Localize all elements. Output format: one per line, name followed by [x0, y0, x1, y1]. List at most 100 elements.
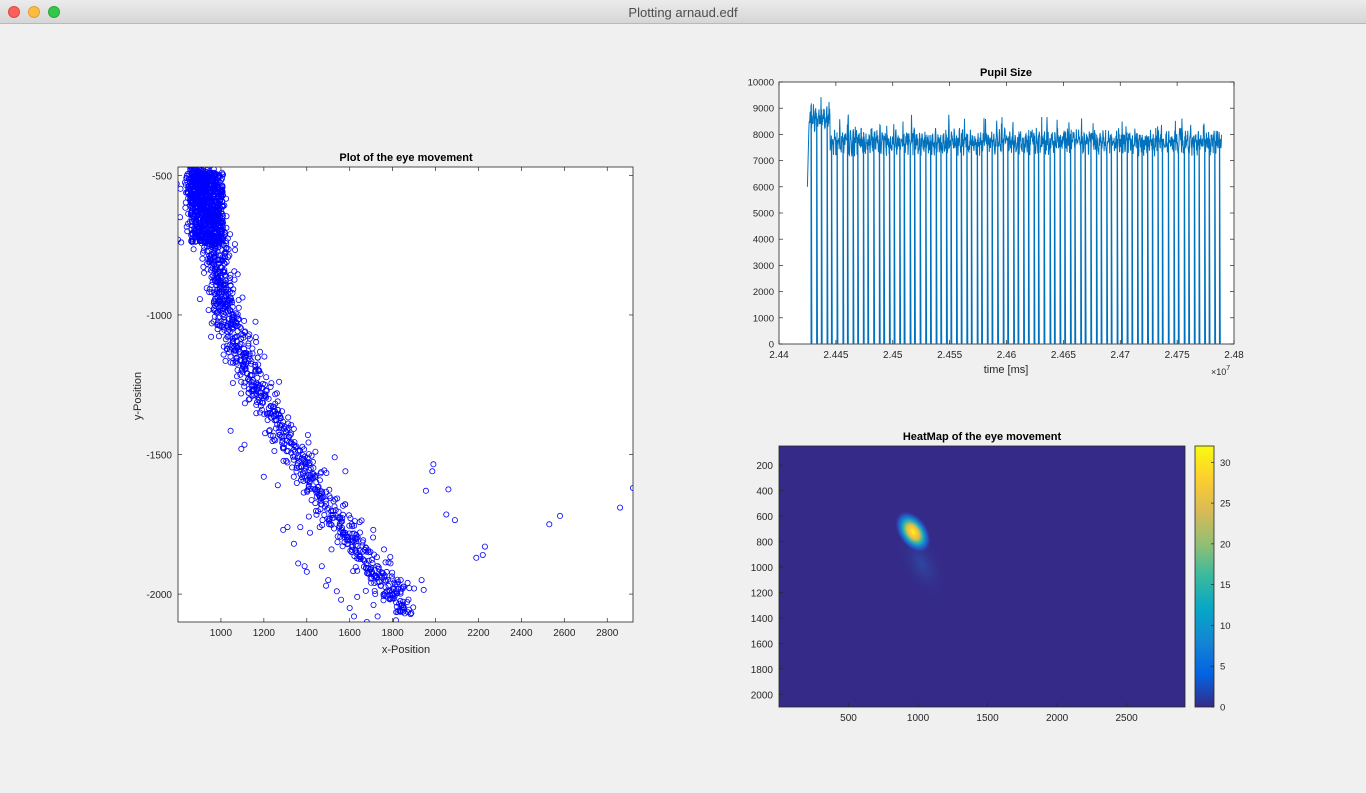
scatter-point [392, 617, 399, 622]
scatter-point [215, 233, 222, 240]
colorbar-tick-label: 0 [1220, 703, 1225, 714]
scatter-point [215, 333, 222, 340]
scatter-outlier-point [297, 524, 304, 531]
scatter-point [241, 400, 248, 407]
pupil-xtick-label: 2.46 [997, 350, 1017, 361]
scatter-point [206, 213, 213, 220]
scatter-outlier-point [178, 239, 185, 246]
scatter-point [203, 153, 208, 158]
scatter-outlier-point [346, 605, 353, 612]
scatter-point [196, 225, 203, 232]
scatter-point [293, 479, 300, 486]
scatter-point [188, 170, 195, 177]
scatter-point [353, 550, 360, 557]
scatter-point [302, 461, 309, 468]
scatter-point [208, 235, 215, 242]
scatter-point [246, 350, 253, 357]
pupil-xtick-label: 2.48 [1224, 350, 1244, 361]
scatter-point [271, 447, 278, 454]
scatter-ytick-label: -1000 [146, 311, 172, 322]
scatter-point [200, 263, 207, 270]
pupil-ytick-label: 1000 [753, 313, 774, 324]
scatter-point [390, 595, 397, 602]
scatter-point [196, 206, 203, 213]
scatter-point [219, 202, 226, 209]
scatter-point [337, 533, 344, 540]
scatter-point [356, 519, 363, 526]
scatter-point [349, 530, 356, 537]
scatter-point [218, 191, 225, 198]
scatter-point [217, 263, 224, 270]
scatter-point [329, 514, 336, 521]
scatter-outlier-point [363, 619, 370, 622]
scatter-point [218, 322, 225, 329]
scatter-outlier-point [301, 563, 308, 570]
scatter-point [207, 238, 214, 245]
scatter-outlier-point [323, 582, 330, 589]
scatter-point [366, 571, 373, 578]
scatter-point [353, 535, 360, 542]
scatter-point [273, 390, 280, 397]
scatter-xtick-label: 2000 [424, 628, 447, 639]
scatter-point [189, 167, 192, 168]
scatter-point [199, 161, 204, 166]
scatter-point [213, 309, 220, 316]
scatter-point [389, 569, 396, 576]
scatter-point [258, 406, 265, 413]
scatter-point [276, 413, 283, 420]
heatmap-xtick-label: 2500 [1115, 713, 1138, 724]
scatter-point [211, 276, 218, 283]
scatter-point [223, 244, 230, 251]
scatter-point [212, 159, 217, 164]
scatter-outlier-point [306, 529, 313, 536]
scatter-point [185, 154, 190, 159]
scatter-point [312, 500, 319, 507]
scatter-point [193, 210, 200, 217]
scatter-point [266, 427, 273, 434]
scatter-point [193, 200, 200, 207]
scatter-point [247, 372, 254, 379]
zoom-window-button[interactable] [48, 6, 60, 18]
scatter-point [216, 204, 223, 211]
heatmap-title: HeatMap of the eye movement [903, 431, 1062, 443]
scatter-point [307, 477, 314, 484]
minimize-window-button[interactable] [28, 6, 40, 18]
scatter-point [228, 297, 235, 304]
scatter-point [211, 227, 218, 234]
scatter-point [185, 160, 190, 165]
scatter-point [199, 158, 204, 163]
scatter-point [194, 174, 201, 181]
scatter-point [197, 231, 204, 238]
scatter-point [214, 293, 221, 300]
pupil-ytick-label: 2000 [753, 287, 774, 298]
scatter-point [321, 511, 328, 518]
scatter-point [361, 546, 368, 553]
scatter-point [271, 408, 278, 415]
scatter-outlier-point [557, 512, 564, 519]
scatter-point [219, 224, 226, 231]
scatter-point [268, 411, 275, 418]
pupil-xtick-label: 2.44 [769, 350, 789, 361]
scatter-outlier-point [398, 585, 405, 592]
scatter-point [212, 266, 219, 273]
scatter-point [379, 570, 386, 577]
scatter-point [210, 305, 217, 312]
scatter-point [227, 275, 234, 282]
scatter-point [331, 525, 338, 532]
scatter-point [192, 238, 199, 245]
heatmap-ytick-label: 400 [756, 487, 773, 498]
scatter-point [279, 444, 286, 451]
scatter-point [202, 197, 209, 204]
pupil-xtick-label: 2.455 [937, 350, 962, 361]
scatter-point [256, 348, 263, 355]
scatter-outlier-point [274, 482, 281, 489]
scatter-point [229, 316, 236, 323]
close-window-button[interactable] [8, 6, 20, 18]
scatter-point [255, 388, 262, 395]
pupil-ytick-label: 5000 [753, 209, 774, 220]
scatter-point [299, 474, 306, 481]
scatter-outlier-point [295, 560, 302, 567]
scatter-point [221, 272, 228, 279]
heatmap-xtick-label: 500 [840, 713, 857, 724]
pupil-xtick-label: 2.475 [1165, 350, 1190, 361]
